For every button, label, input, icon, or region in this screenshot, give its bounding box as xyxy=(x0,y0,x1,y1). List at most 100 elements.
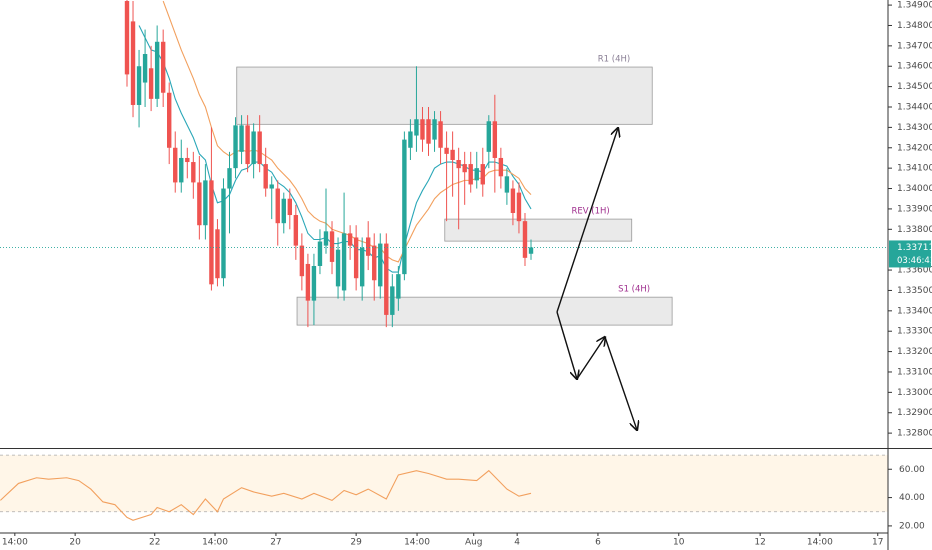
x-tick-label: 6 xyxy=(595,538,601,548)
candle-body xyxy=(414,119,419,136)
candle-body xyxy=(185,157,190,163)
y-tick-label: 1.34800 xyxy=(897,21,932,31)
x-tick-label: 4 xyxy=(514,538,520,548)
candle-body xyxy=(160,41,166,93)
candle-body xyxy=(239,125,244,152)
arrow-retest xyxy=(576,337,605,380)
candle-body xyxy=(462,164,467,173)
candle-body xyxy=(420,119,425,140)
candle-body xyxy=(504,176,510,193)
candle-body xyxy=(179,157,184,183)
candle-body xyxy=(233,125,238,169)
drawn-arrows xyxy=(556,128,637,430)
candle-body xyxy=(456,160,461,169)
zone xyxy=(444,218,633,242)
candle-body xyxy=(486,121,492,152)
candle-body xyxy=(191,162,196,183)
candle-body xyxy=(221,188,226,279)
candle-body xyxy=(329,231,335,262)
candle-body xyxy=(287,198,293,216)
y-tick-label: 1.33000 xyxy=(897,388,932,398)
candle-body xyxy=(378,243,383,287)
zone xyxy=(236,66,653,125)
candle-body xyxy=(335,249,341,287)
y-tick-label: 1.34700 xyxy=(897,41,932,51)
candle-body xyxy=(528,247,534,254)
price-label-box xyxy=(889,240,931,268)
candle-body xyxy=(275,188,280,224)
candle-body xyxy=(432,119,437,140)
candle-body xyxy=(372,245,377,281)
zone-label: R1 (4H) xyxy=(598,55,630,65)
candle-body xyxy=(396,274,401,299)
candle-body xyxy=(474,168,479,181)
y-tick-label: 60.00 xyxy=(899,465,925,475)
candle-body xyxy=(480,164,485,185)
candle-body xyxy=(251,131,256,165)
candle-body xyxy=(130,21,136,105)
candle-body xyxy=(347,233,353,246)
y-tick-label: 1.33600 xyxy=(897,266,932,276)
candle-body xyxy=(323,231,329,246)
candle-body xyxy=(148,68,154,99)
candle-body xyxy=(402,139,407,275)
y-tick-label: 1.33400 xyxy=(897,306,932,316)
candle-body xyxy=(498,157,504,177)
arrow-target xyxy=(604,336,637,430)
y-tick-label: 1.33300 xyxy=(897,327,932,337)
candle-body xyxy=(438,121,443,148)
candle-body xyxy=(384,243,389,315)
candle-body xyxy=(492,121,498,158)
candle-body xyxy=(173,147,178,183)
y-tick-label: 1.34200 xyxy=(897,143,932,153)
x-tick-label: 17 xyxy=(872,538,883,548)
y-tick-label: 1.32800 xyxy=(897,429,932,439)
y-tick-label: 1.33100 xyxy=(897,367,932,377)
candle-body xyxy=(299,245,305,277)
candle-body xyxy=(366,237,371,256)
candle-body xyxy=(142,54,148,83)
candle-body xyxy=(510,188,516,213)
x-tick-label: 29 xyxy=(350,538,362,548)
x-tick-label: 20 xyxy=(69,538,81,548)
candle-body xyxy=(353,237,359,279)
zone-label: S1 (4H) xyxy=(618,285,650,295)
y-tick-label: 1.34000 xyxy=(897,184,932,194)
candle-body xyxy=(305,263,311,301)
candle-body xyxy=(209,180,214,285)
x-tick-label: 14:00 xyxy=(404,538,430,548)
countdown-label: 03:46:41 xyxy=(897,256,932,266)
candle-body xyxy=(215,229,220,279)
candle-body xyxy=(450,149,455,160)
y-tick-label: 1.34100 xyxy=(897,164,932,174)
y-tick-label: 40.00 xyxy=(899,493,925,503)
candle-body xyxy=(227,168,232,189)
candle-body xyxy=(154,41,160,99)
candle-body xyxy=(245,125,250,165)
x-tick-label: Aug xyxy=(465,538,483,548)
x-tick-label: 27 xyxy=(270,538,281,548)
candle-body xyxy=(390,286,395,315)
candle-body xyxy=(317,241,323,266)
candle-body xyxy=(522,221,528,258)
candle-body xyxy=(124,1,130,75)
y-tick-label: 1.34900 xyxy=(897,1,932,11)
candle-body xyxy=(197,182,202,226)
y-tick-label: 1.33200 xyxy=(897,347,932,357)
candle-body xyxy=(269,184,274,189)
candle-body xyxy=(311,265,317,301)
x-tick-label: 14:00 xyxy=(202,538,228,548)
candle-body xyxy=(359,247,365,287)
candle-body xyxy=(203,180,208,226)
candle-body xyxy=(444,147,449,154)
candle-body xyxy=(468,164,473,185)
y-tick-label: 1.34600 xyxy=(897,62,932,72)
rsi-band xyxy=(0,455,888,512)
y-tick-label: 20.00 xyxy=(899,521,925,531)
arrow-up xyxy=(556,128,618,313)
x-tick-label: 22 xyxy=(149,538,160,548)
candle-body xyxy=(408,131,413,148)
x-tick-label: 10 xyxy=(673,538,685,548)
